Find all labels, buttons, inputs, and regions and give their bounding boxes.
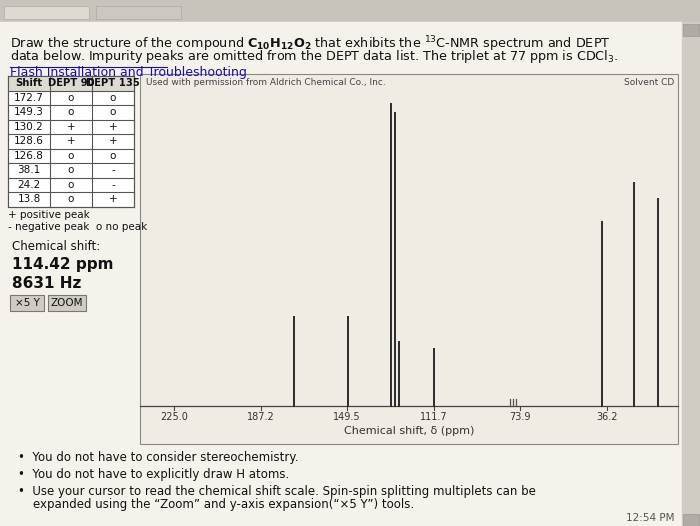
Text: Draw the structure of the compound $\mathbf{C_{10}H_{12}O_2}$ that exhibits the : Draw the structure of the compound $\mat… [10,34,610,54]
Text: 38.1: 38.1 [18,165,41,175]
Text: Chemical shift:: Chemical shift: [12,239,100,252]
Text: 12:54 PM: 12:54 PM [626,513,675,523]
Text: o: o [68,165,74,175]
Text: ×5 Y: ×5 Y [15,298,39,308]
Bar [682,22,700,526]
Text: 149.5: 149.5 [333,412,361,422]
Text: DEPT 135: DEPT 135 [86,78,140,88]
Text: o: o [68,151,74,161]
Text: 114.42 ppm: 114.42 ppm [12,258,113,272]
Text: 128.6: 128.6 [14,136,44,146]
Text: + positive peak: + positive peak [8,209,90,219]
Text: 130.2: 130.2 [14,122,44,132]
Text: o: o [110,93,116,103]
Bar [48,295,86,310]
Text: +: + [108,122,118,132]
Text: +: + [66,122,76,132]
Text: expanded using the “Zoom” and y-axis expansion(“×5 Y”) tools.: expanded using the “Zoom” and y-axis exp… [18,498,414,511]
Text: +: + [66,136,76,146]
Text: •  You do not have to consider stereochemistry.: • You do not have to consider stereochem… [18,451,298,464]
Text: Chemical shift, δ (ppm): Chemical shift, δ (ppm) [344,426,474,436]
Bar [8,76,134,90]
Text: 73.9: 73.9 [510,412,531,422]
Text: 126.8: 126.8 [14,151,44,161]
Text: Used with permission from Aldrich Chemical Co., Inc.: Used with permission from Aldrich Chemic… [146,78,386,87]
Text: 111.7: 111.7 [420,412,447,422]
Text: +: + [108,136,118,146]
Text: o: o [68,93,74,103]
Bar [10,295,44,310]
Bar [683,514,699,526]
Bar [8,76,134,207]
Text: 36.2: 36.2 [596,412,617,422]
Text: o: o [110,107,116,117]
Bar [96,6,181,19]
Text: o: o [68,180,74,190]
Text: 8631 Hz: 8631 Hz [12,276,81,290]
Text: 225.0: 225.0 [160,412,188,422]
Bar [683,24,699,36]
Text: o: o [68,107,74,117]
Text: 13.8: 13.8 [18,194,41,204]
Text: -: - [111,180,115,190]
Text: •  You do not have to explicitly draw H atoms.: • You do not have to explicitly draw H a… [18,468,289,481]
Text: o: o [110,151,116,161]
Text: 149.3: 149.3 [14,107,44,117]
Bar [4,6,89,19]
Text: - negative peak  o no peak: - negative peak o no peak [8,221,147,231]
Text: ZOOM: ZOOM [50,298,83,308]
Text: 187.2: 187.2 [247,412,275,422]
Text: Flash Installation and Troubleshooting: Flash Installation and Troubleshooting [10,66,247,79]
Text: Solvent CD: Solvent CD [624,78,674,87]
Text: DEPT 90: DEPT 90 [48,78,94,88]
Text: 172.7: 172.7 [14,93,44,103]
Bar [140,74,678,444]
Text: -: - [111,165,115,175]
Text: •  Use your cursor to read the chemical shift scale. Spin-spin splitting multipl: • Use your cursor to read the chemical s… [18,485,536,498]
Text: Shift: Shift [15,78,43,88]
Text: data below. Impurity peaks are omitted from the DEPT data list. The triplet at 7: data below. Impurity peaks are omitted f… [10,48,618,65]
Text: +: + [108,194,118,204]
Text: o: o [68,194,74,204]
Text: 24.2: 24.2 [18,180,41,190]
Bar [0,0,700,24]
